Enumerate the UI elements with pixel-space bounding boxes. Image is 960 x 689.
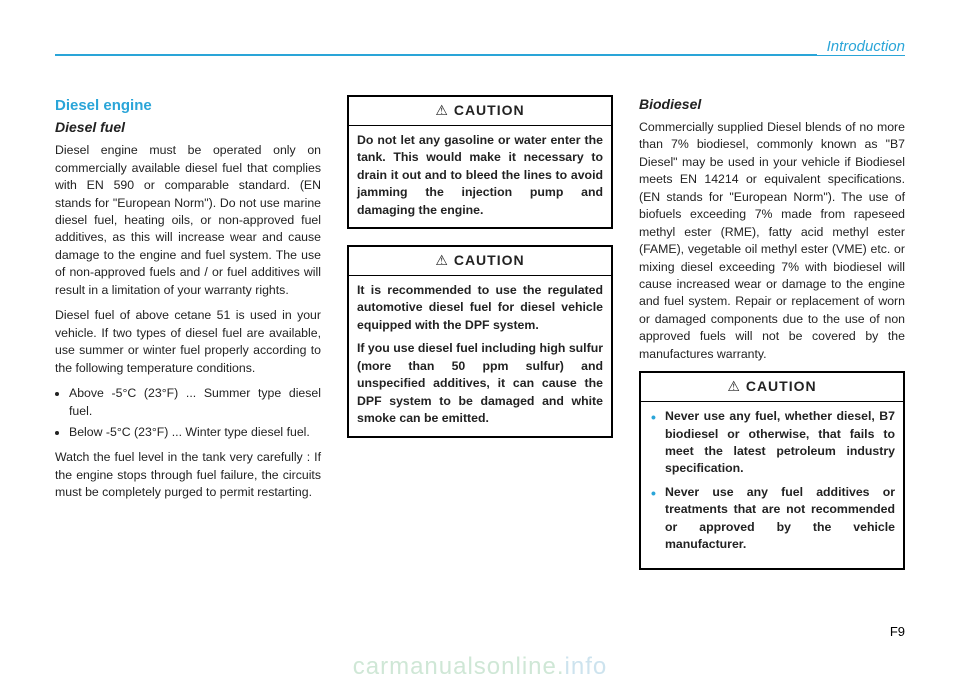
watermark-text-b: info (565, 653, 608, 680)
caution-body-2: It is recommended to use the regulated a… (349, 276, 611, 436)
para-c1-2: Diesel fuel of above cetane 51 is used i… (55, 307, 321, 377)
column-2: CAUTION Do not let any gasoline or water… (347, 95, 613, 586)
watermark-text-a: carmanualsonline. (353, 653, 565, 680)
column-3: Biodiesel Commercially supplied Diesel b… (639, 95, 905, 586)
column-1: Diesel engine Diesel fuel Diesel engine … (55, 95, 321, 586)
caution-box-2: CAUTION It is recommended to use the reg… (347, 245, 613, 438)
bullet-summer: Above -5°C (23°F) ... Summer type diesel… (69, 385, 321, 420)
section-label: Introduction (817, 38, 905, 55)
para-c1-1: Diesel engine must be operated only on c… (55, 142, 321, 299)
caution-3-b1: Never use any fuel, whether diesel, B7 b… (661, 408, 895, 478)
temp-bullets: Above -5°C (23°F) ... Summer type diesel… (55, 385, 321, 441)
heading-diesel-engine: Diesel engine (55, 95, 321, 116)
caution-box-3: CAUTION Never use any fuel, whether dies… (639, 371, 905, 570)
caution-title-3: CAUTION (641, 373, 903, 401)
heading-diesel-fuel: Diesel fuel (55, 118, 321, 138)
caution-body-1: Do not let any gasoline or water enter t… (349, 126, 611, 227)
caution-title-2: CAUTION (349, 247, 611, 275)
watermark: carmanualsonline.info (0, 653, 960, 681)
caution-2a: It is recommended to use the regulated a… (357, 282, 603, 334)
caution-box-1: CAUTION Do not let any gasoline or water… (347, 95, 613, 229)
bullet-winter: Below -5°C (23°F) ... Winter type diesel… (69, 424, 321, 441)
content-columns: Diesel engine Diesel fuel Diesel engine … (55, 95, 905, 586)
para-c3-1: Commercially supplied Diesel blends of n… (639, 119, 905, 363)
para-c1-3: Watch the fuel level in the tank very ca… (55, 449, 321, 501)
header-rule (55, 54, 905, 56)
caution-title-1: CAUTION (349, 97, 611, 125)
page-number: F9 (890, 624, 905, 639)
caution-body-3: Never use any fuel, whether diesel, B7 b… (641, 402, 903, 568)
caution-2b: If you use diesel fuel including high su… (357, 340, 603, 427)
heading-biodiesel: Biodiesel (639, 95, 905, 115)
caution-3-b2: Never use any fuel additives or treatmen… (661, 484, 895, 554)
